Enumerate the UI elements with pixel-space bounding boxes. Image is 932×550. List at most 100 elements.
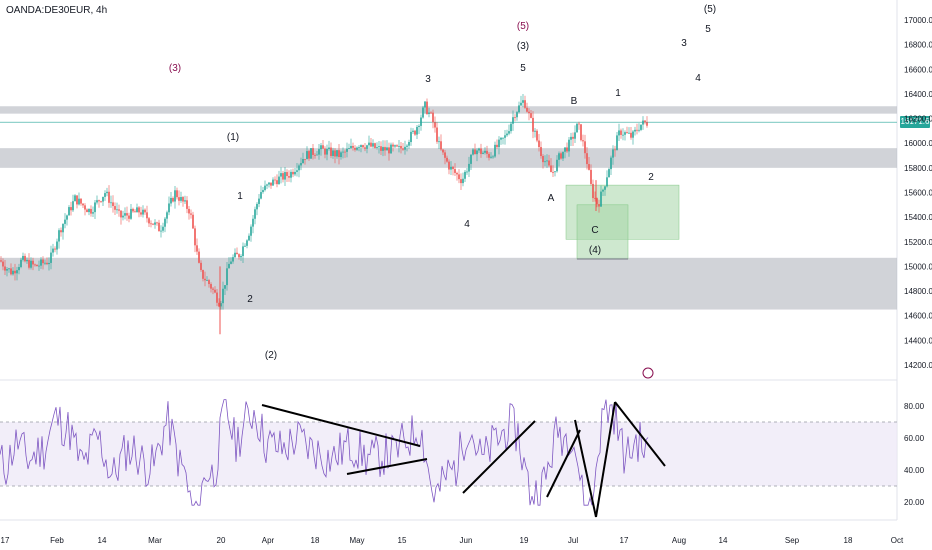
candle-body xyxy=(442,149,444,153)
candle-body xyxy=(24,255,26,262)
wave-label: 4 xyxy=(695,73,701,84)
time-tick-label: Oct xyxy=(891,536,904,545)
candle-body xyxy=(458,174,460,180)
price-tick-label: 16000.0 xyxy=(904,139,932,148)
candle-body xyxy=(200,262,202,270)
candle-body xyxy=(108,191,110,203)
wave-label: (3) xyxy=(517,41,529,52)
candle-body xyxy=(6,269,8,271)
candle-body xyxy=(378,146,380,148)
candle-body xyxy=(264,185,266,191)
candle-body xyxy=(472,149,474,155)
rsi-tick-label: 60.00 xyxy=(904,434,925,443)
candle-body xyxy=(550,165,552,173)
wave-label: 3 xyxy=(425,74,431,85)
candle-body xyxy=(342,151,344,153)
candle-body xyxy=(208,280,210,285)
candle-body xyxy=(464,171,466,179)
candle-body xyxy=(238,254,240,258)
candle-body xyxy=(18,267,20,271)
candle-body xyxy=(468,163,470,172)
candle-body xyxy=(242,246,244,257)
rsi-trendline xyxy=(546,429,581,498)
candle-body xyxy=(404,146,406,150)
candle-body xyxy=(28,259,30,268)
candle-body xyxy=(434,122,436,128)
candle-body xyxy=(90,208,92,214)
wave-label: 1 xyxy=(237,191,243,202)
candle-body xyxy=(456,172,458,175)
candle-body xyxy=(218,302,220,307)
candle-body xyxy=(366,145,368,149)
candle-body xyxy=(44,262,46,264)
candle-body xyxy=(466,171,468,173)
candle-body xyxy=(204,278,206,281)
wave-label: 3 xyxy=(681,38,687,49)
price-tick-label: 14600.0 xyxy=(904,312,932,321)
candle-body xyxy=(454,169,456,173)
candle-body xyxy=(260,192,262,199)
wave-label: (5) xyxy=(704,4,716,15)
wave-label: 5 xyxy=(705,24,711,35)
price-tick-label: 14800.0 xyxy=(904,287,932,296)
price-tick-label: 15000.0 xyxy=(904,262,932,271)
candle-body xyxy=(564,147,566,152)
candle-body xyxy=(612,149,614,158)
candle-body xyxy=(610,157,612,170)
candle-body xyxy=(320,145,322,150)
candle-body xyxy=(584,141,586,154)
candle-body xyxy=(416,126,418,135)
candle-body xyxy=(620,130,622,135)
candle-body xyxy=(252,218,254,227)
candle-body xyxy=(594,198,596,199)
candle-body xyxy=(630,132,632,138)
candle-body xyxy=(562,151,564,159)
price-tick-label: 15400.0 xyxy=(904,213,932,222)
candle-body xyxy=(414,130,416,135)
candle-body xyxy=(290,171,292,178)
candle-body xyxy=(146,212,148,219)
candle-body xyxy=(364,147,366,149)
candle-body xyxy=(400,145,402,149)
candle-body xyxy=(546,160,548,162)
candle-body xyxy=(512,117,514,124)
candle-body xyxy=(628,132,630,134)
candle-body xyxy=(380,146,382,151)
candle-body xyxy=(144,209,146,213)
time-tick-label: 20 xyxy=(217,536,226,545)
candle-body xyxy=(266,184,268,186)
candle-body xyxy=(524,100,526,108)
candle-body xyxy=(344,151,346,153)
candle-body xyxy=(70,207,72,211)
rsi-trendline xyxy=(595,401,616,518)
price-tick-label: 15200.0 xyxy=(904,238,932,247)
candle-body xyxy=(642,120,644,125)
candle-body xyxy=(132,208,134,212)
candle-body xyxy=(298,165,300,171)
candle-body xyxy=(570,136,572,140)
candle-body xyxy=(136,207,138,213)
candle-body xyxy=(396,145,398,147)
candle-body xyxy=(214,289,216,293)
candle-body xyxy=(634,129,636,132)
candle-body xyxy=(476,150,478,155)
candle-body xyxy=(632,131,634,138)
candle-body xyxy=(484,150,486,153)
price-tick-label: 17000.0 xyxy=(904,16,932,25)
candle-body xyxy=(128,215,130,219)
candle-body xyxy=(568,139,570,152)
wave-label: A xyxy=(548,193,555,204)
candle-body xyxy=(164,218,166,227)
candle-body xyxy=(86,209,88,213)
candle-body xyxy=(514,117,516,119)
candle-body xyxy=(376,147,378,149)
candle-body xyxy=(582,140,584,142)
candle-body xyxy=(572,136,574,139)
candle-body xyxy=(236,252,238,255)
candle-body xyxy=(304,159,306,160)
candle-body xyxy=(438,141,440,143)
time-tick-label: 19 xyxy=(520,536,529,545)
candle-body xyxy=(624,132,626,135)
candle-body xyxy=(306,151,308,160)
